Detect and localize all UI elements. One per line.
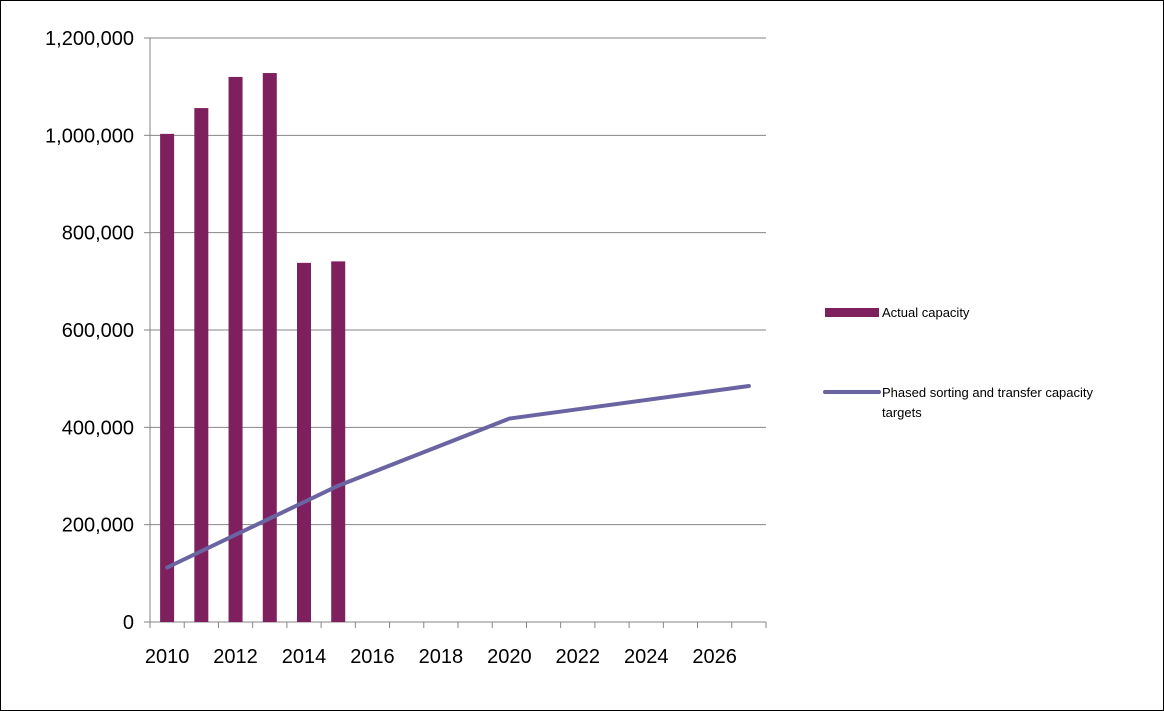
line-targets — [165, 383, 751, 570]
y-tick-label: 800,000 — [62, 223, 134, 245]
x-tick-label: 2024 — [624, 646, 669, 668]
y-tick-label: 0 — [123, 612, 134, 634]
x-tick-label: 2014 — [282, 646, 327, 668]
bar-actual-capacity — [194, 108, 209, 622]
y-tick-label: 1,200,000 — [45, 28, 134, 50]
y-tick-label: 400,000 — [62, 417, 134, 439]
legend-label-targets-line-2: targets — [882, 405, 922, 420]
x-tick-label: 2020 — [487, 646, 532, 668]
x-tick-label: 2026 — [692, 646, 737, 668]
x-tick-label: 2016 — [350, 646, 395, 668]
x-tick-label: 2010 — [145, 646, 190, 668]
y-tick-label: 1,000,000 — [45, 125, 134, 147]
bars-actual-capacity — [160, 73, 346, 623]
y-tick-labels: 0 200,000 400,000 600,000 800,000 1,000,000 1,… — [45, 28, 150, 634]
bar-actual-capacity — [228, 76, 243, 622]
x-tick-label: 2018 — [419, 646, 464, 668]
legend-label-actual-capacity: Actual capacity — [882, 305, 970, 320]
bar-actual-capacity — [297, 262, 311, 622]
series-line-targets — [165, 383, 751, 570]
bar-actual-capacity — [262, 73, 277, 623]
x-tick-labels: 2010 2012 2014 2016 2018 2020 2022 2024 2026 — [145, 622, 767, 668]
x-tick-label: 2012 — [213, 646, 258, 668]
legend: Actual capacity Phased sorting and trans… — [823, 305, 1097, 420]
legend-label-targets: Phased sorting and transfer capacity tar… — [882, 385, 1097, 420]
legend-swatch-actual-capacity — [825, 308, 879, 317]
bar-actual-capacity — [331, 261, 346, 622]
x-tick-label: 2022 — [556, 646, 601, 668]
bar-actual-capacity — [160, 133, 175, 622]
legend-label-targets-line-1: Phased sorting and transfer capacity — [882, 385, 1094, 400]
y-tick-label: 200,000 — [62, 515, 134, 537]
y-tick-label: 600,000 — [62, 320, 134, 342]
